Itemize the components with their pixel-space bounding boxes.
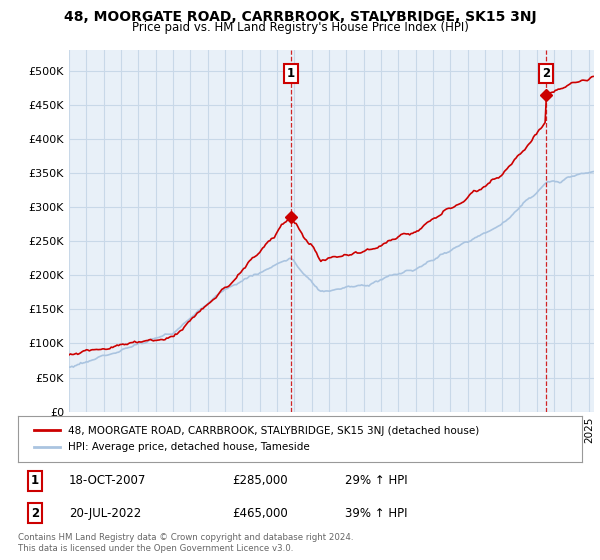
Text: 1: 1 [287,67,295,80]
Text: 2: 2 [542,67,550,80]
Text: 2: 2 [31,507,39,520]
Text: Price paid vs. HM Land Registry's House Price Index (HPI): Price paid vs. HM Land Registry's House … [131,21,469,34]
Text: 48, MOORGATE ROAD, CARRBROOK, STALYBRIDGE, SK15 3NJ: 48, MOORGATE ROAD, CARRBROOK, STALYBRIDG… [64,10,536,24]
Text: 18-OCT-2007: 18-OCT-2007 [69,474,146,487]
Text: Contains HM Land Registry data © Crown copyright and database right 2024.
This d: Contains HM Land Registry data © Crown c… [18,533,353,553]
Text: 39% ↑ HPI: 39% ↑ HPI [345,507,407,520]
Text: £285,000: £285,000 [232,474,288,487]
Text: £465,000: £465,000 [232,507,288,520]
Text: 1: 1 [31,474,39,487]
Text: 29% ↑ HPI: 29% ↑ HPI [345,474,408,487]
Text: 20-JUL-2022: 20-JUL-2022 [69,507,141,520]
Legend: 48, MOORGATE ROAD, CARRBROOK, STALYBRIDGE, SK15 3NJ (detached house), HPI: Avera: 48, MOORGATE ROAD, CARRBROOK, STALYBRIDG… [29,421,485,458]
